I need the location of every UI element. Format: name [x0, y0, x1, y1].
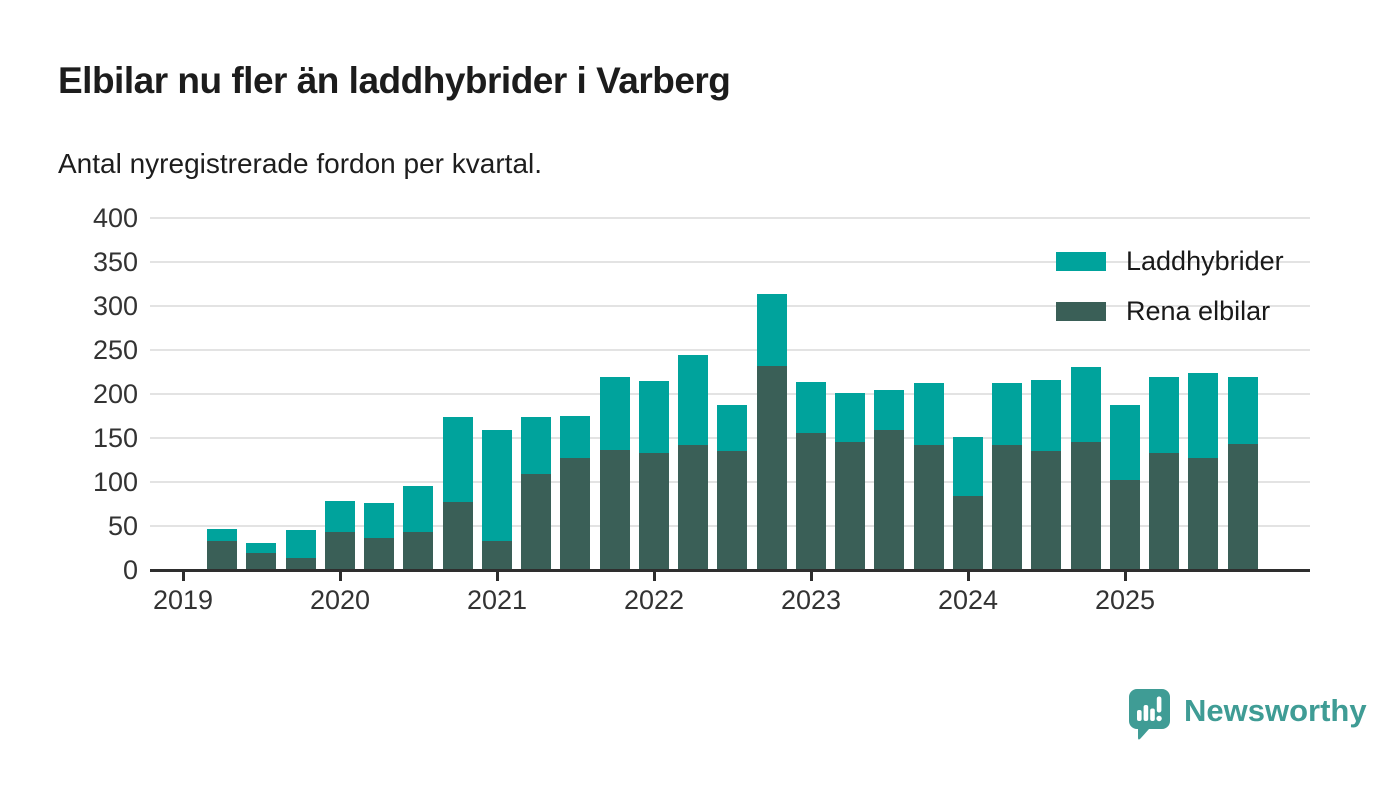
bar-segment-rena-elbilar-2025-q2: [1149, 452, 1179, 570]
bar-segment-rena-elbilar-2023-q1: [795, 432, 826, 570]
bar-segment-rena-elbilar-2020-q1: [324, 532, 355, 570]
x-tick-2022: [653, 572, 656, 581]
x-tick-2020: [339, 572, 342, 581]
legend-item-rena-elbilar: Rena elbilar: [1056, 296, 1284, 327]
bar-segment-rena-elbilar-2024-q4: [1070, 441, 1101, 570]
bar-segment-rena-elbilar-2021-q4: [599, 450, 630, 570]
bar-segment-laddhybrider-2023-q2: [835, 393, 865, 442]
x-tick-label-2024: 2024: [937, 585, 999, 615]
gridline-250: [150, 349, 1310, 351]
legend-swatch-laddhybrider: [1056, 252, 1106, 271]
y-tick-label-100: 100: [92, 467, 138, 497]
bar-segment-laddhybrider-2024-q1: [952, 437, 983, 497]
bar-segment-rena-elbilar-2021-q1: [481, 540, 512, 570]
x-tick-label-2019: 2019: [152, 585, 214, 615]
legend-item-laddhybrider: Laddhybrider: [1056, 246, 1284, 277]
bar-segment-rena-elbilar-2022-q3: [717, 451, 748, 570]
x-tick-label-2025: 2025: [1094, 585, 1156, 615]
bar-segment-laddhybrider-2019-q2: [207, 528, 237, 541]
x-tick-2024: [967, 572, 970, 581]
bar-segment-rena-elbilar-2025-q4: [1227, 444, 1258, 570]
legend-label-laddhybrider: Laddhybrider: [1126, 246, 1284, 276]
x-tick-2025: [1124, 572, 1127, 581]
bar-segment-laddhybrider-2025-q2: [1149, 377, 1179, 453]
bar-segment-rena-elbilar-2019-q4: [285, 557, 316, 570]
newsworthy-logo-text: Newsworthy: [1184, 693, 1367, 728]
y-tick-label-300: 300: [92, 291, 138, 321]
bar-segment-laddhybrider-2020-q1: [324, 501, 355, 533]
x-tick-2021: [496, 572, 499, 581]
bar-segment-rena-elbilar-2023-q4: [913, 445, 944, 570]
bar-segment-laddhybrider-2024-q3: [1031, 379, 1062, 452]
bar-segment-laddhybrider-2022-q1: [638, 380, 669, 453]
bar-segment-laddhybrider-2024-q4: [1070, 366, 1101, 442]
bar-segment-laddhybrider-2024-q2: [992, 383, 1022, 446]
bar-segment-rena-elbilar-2025-q3: [1188, 458, 1219, 570]
bar-segment-rena-elbilar-2025-q1: [1109, 480, 1140, 570]
x-tick-2023: [810, 572, 813, 581]
bar-segment-laddhybrider-2019-q4: [285, 529, 316, 558]
bar-segment-laddhybrider-2021-q3: [560, 416, 591, 459]
gridline-350: [150, 261, 1310, 263]
bar-segment-rena-elbilar-2023-q2: [835, 441, 865, 570]
bar-segment-laddhybrider-2022-q4: [756, 293, 787, 366]
legend-label-rena-elbilar: Rena elbilar: [1126, 296, 1271, 326]
y-tick-label-350: 350: [92, 247, 138, 277]
y-tick-label-50: 50: [107, 511, 138, 541]
x-axis-line: [150, 569, 1310, 572]
bar-segment-laddhybrider-2022-q3: [717, 405, 748, 452]
bar-segment-laddhybrider-2023-q3: [874, 389, 905, 431]
bar-segment-laddhybrider-2025-q1: [1109, 405, 1140, 481]
bar-segment-laddhybrider-2020-q3: [403, 485, 434, 533]
bar-segment-laddhybrider-2021-q2: [521, 416, 551, 475]
x-tick-label-2022: 2022: [623, 585, 685, 615]
bar-segment-laddhybrider-2025-q4: [1227, 377, 1258, 445]
newsworthy-logo-icon: [1129, 689, 1170, 740]
legend-swatch-rena-elbilar: [1056, 302, 1106, 321]
x-tick-label-2021: 2021: [466, 585, 528, 615]
bar-segment-laddhybrider-2021-q4: [599, 377, 630, 451]
y-tick-label-0: 0: [122, 555, 138, 585]
bar-segment-rena-elbilar-2020-q2: [364, 538, 394, 570]
bar-segment-rena-elbilar-2019-q2: [207, 540, 237, 570]
gridline-200: [150, 393, 1310, 395]
bar-segment-rena-elbilar-2022-q1: [638, 452, 669, 570]
y-tick-label-150: 150: [92, 423, 138, 453]
branding: Newsworthy: [1128, 688, 1367, 740]
bar-segment-laddhybrider-2022-q2: [678, 355, 708, 446]
y-tick-label-400: 400: [92, 203, 138, 233]
gridline-400: [150, 217, 1310, 219]
legend: Laddhybrider Rena elbilar: [1056, 246, 1284, 346]
y-tick-label-200: 200: [92, 379, 138, 409]
x-tick-label-2020: 2020: [309, 585, 371, 615]
bar-segment-rena-elbilar-2022-q2: [678, 445, 708, 570]
bar-segment-laddhybrider-2021-q1: [481, 430, 512, 541]
chart-title: Elbilar nu fler än laddhybrider i Varber…: [58, 60, 731, 101]
bar-segment-laddhybrider-2019-q3: [246, 542, 277, 554]
bar-segment-rena-elbilar-2023-q3: [874, 430, 905, 570]
bar-segment-laddhybrider-2020-q2: [364, 503, 394, 539]
bar-segment-laddhybrider-2023-q1: [795, 381, 826, 433]
bar-segment-laddhybrider-2025-q3: [1188, 372, 1219, 459]
bar-segment-rena-elbilar-2024-q1: [952, 496, 983, 570]
bar-segment-rena-elbilar-2024-q2: [992, 445, 1022, 570]
bar-segment-rena-elbilar-2019-q3: [246, 553, 277, 570]
chart-subtitle: Antal nyregistrerade fordon per kvartal.: [58, 148, 543, 179]
bar-segment-rena-elbilar-2021-q2: [521, 474, 551, 570]
bar-segment-rena-elbilar-2020-q3: [403, 532, 434, 570]
y-tick-label-250: 250: [92, 335, 138, 365]
bar-segment-rena-elbilar-2024-q3: [1031, 451, 1062, 570]
bar-segment-rena-elbilar-2021-q3: [560, 458, 591, 570]
x-tick-2019: [182, 572, 185, 581]
bar-segment-laddhybrider-2023-q4: [913, 383, 944, 446]
bar-segment-laddhybrider-2020-q4: [442, 416, 473, 503]
bar-segment-rena-elbilar-2020-q4: [442, 502, 473, 570]
x-tick-label-2023: 2023: [780, 585, 842, 615]
gridline-300: [150, 305, 1310, 307]
bar-segment-rena-elbilar-2022-q4: [756, 365, 787, 570]
